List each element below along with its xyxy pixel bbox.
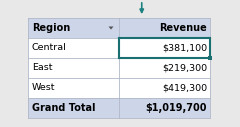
Text: $419,300: $419,300 [162, 83, 207, 92]
Text: West: West [32, 83, 55, 92]
Text: Revenue: Revenue [159, 23, 207, 33]
Bar [119, 78, 210, 98]
Bar [28, 38, 119, 58]
Bar [208, 56, 212, 60]
Bar [28, 78, 119, 98]
Text: Region: Region [32, 23, 70, 33]
Bar [28, 58, 119, 78]
Text: East: East [32, 64, 53, 73]
Text: $219,300: $219,300 [162, 64, 207, 73]
Text: Central: Central [32, 44, 67, 52]
Polygon shape [108, 27, 114, 29]
Bar [119, 38, 210, 58]
Text: $1,019,700: $1,019,700 [145, 103, 207, 113]
Text: $381,100: $381,100 [162, 44, 207, 52]
Bar [119, 58, 210, 78]
Bar [28, 98, 119, 118]
Text: Grand Total: Grand Total [32, 103, 96, 113]
Bar [119, 98, 210, 118]
Bar [28, 18, 119, 38]
Bar [119, 18, 210, 38]
